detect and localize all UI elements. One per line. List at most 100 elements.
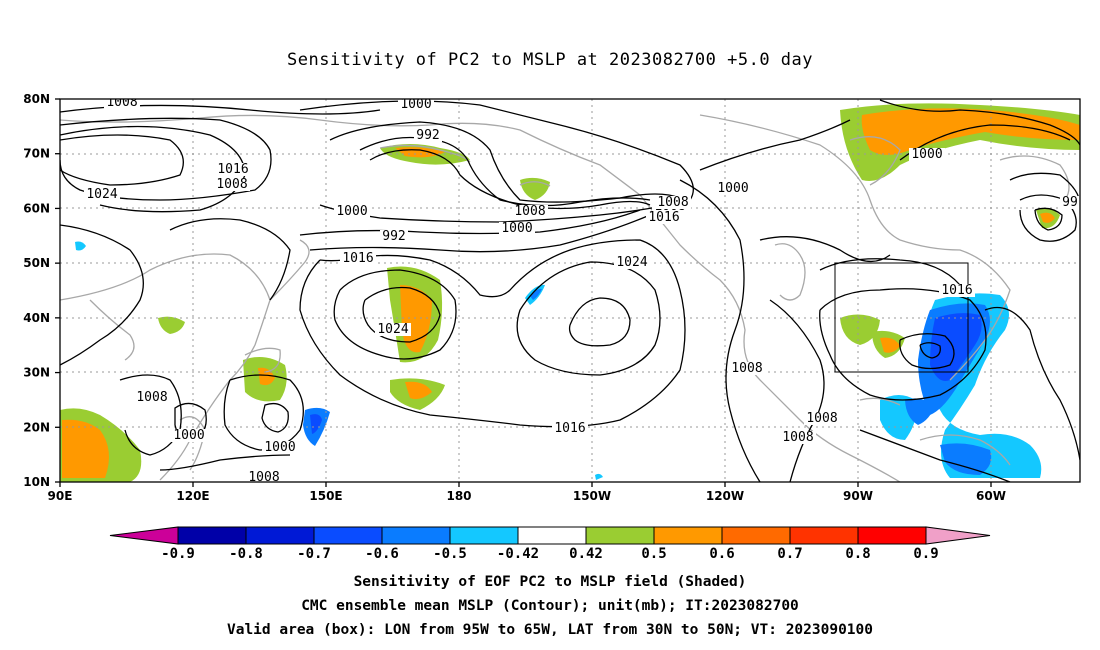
contour-label-bg: [104, 99, 140, 109]
sensitivity-shading: [60, 103, 1080, 482]
contour-label: 1008: [106, 95, 137, 110]
caption-line-1: Sensitivity of EOF PC2 to MSLP field (Sh…: [353, 574, 747, 590]
colorbar-tick-label: 0.5: [641, 546, 666, 562]
contour-label-bg: [262, 441, 298, 454]
contour-label-bg: [909, 148, 945, 161]
colorbar-tick-label: -0.8: [229, 546, 263, 562]
contour-label: 1024: [616, 255, 647, 270]
contour-label-bg: [1060, 196, 1080, 209]
contour-label-bg: [84, 188, 120, 201]
lat-tick-label: 20N: [23, 420, 50, 434]
contour-label-bg: [246, 471, 282, 482]
colorbar-tick-label: 0.7: [777, 546, 802, 562]
colorbar-tick-label: -0.42: [497, 546, 539, 562]
contour-label: 1008: [782, 430, 813, 445]
contour-label: 1000: [911, 147, 942, 162]
lat-tick-label: 60N: [23, 201, 50, 215]
colorbar-bin: [857, 526, 927, 545]
contour-label-bg: [715, 182, 751, 195]
contour-label-bg: [334, 205, 370, 218]
contour-label-bg: [646, 211, 682, 224]
contour-label-bg: [134, 391, 170, 404]
contour-label: 1008: [136, 390, 167, 405]
caption-line-2: CMC ensemble mean MSLP (Contour); unit(m…: [301, 598, 799, 614]
contour-label: 1016: [342, 251, 373, 266]
contour-label: 1000: [501, 221, 532, 236]
colorbar-tick-label: -0.6: [365, 546, 399, 562]
contour-label: 1000: [717, 181, 748, 196]
colorbar-bin: [721, 526, 791, 545]
contour-label: 1016: [941, 283, 972, 298]
colorbar-tick-label: -0.9: [161, 546, 195, 562]
plot-frame: [59, 98, 1081, 483]
lon-tick-label: 150W: [573, 489, 611, 503]
lat-tick-label: 30N: [23, 366, 50, 380]
caption-line-3: Valid area (box): LON from 95W to 65W, L…: [226, 622, 873, 638]
contour-label: 992: [382, 229, 405, 244]
colorbar-bin: [177, 526, 247, 545]
colorbar-bin: [653, 526, 723, 545]
contour-label-bg: [340, 252, 376, 265]
colorbar-bin: [517, 526, 587, 545]
lat-tick-label: 50N: [23, 256, 50, 270]
colorbar-bin: [245, 526, 315, 545]
colorbar-tick-label: 0.8: [845, 546, 870, 562]
chart-title: Sensitivity of PC2 to MSLP at 2023082700…: [286, 50, 813, 70]
lon-tick-label: 60W: [976, 489, 1006, 503]
contour-label-bg: [729, 362, 765, 375]
contour-label: 1008: [514, 204, 545, 219]
colorbar-bin: [449, 526, 519, 545]
colorbar-tick-label: 0.6: [709, 546, 734, 562]
contour-label: 1024: [86, 187, 117, 202]
contour-label-bg: [380, 230, 408, 243]
contour-label: 1008: [657, 195, 688, 210]
contour-label: 1000: [173, 428, 204, 443]
colorbar-high-end: [925, 526, 991, 545]
lat-tick-label: 70N: [23, 147, 50, 161]
lon-tick-label: 120E: [176, 489, 209, 503]
contour-label: 1016: [554, 421, 585, 436]
valid-area-box: [834, 262, 969, 373]
colorbar-tick-label: 0.9: [913, 546, 938, 562]
contour-label-bg: [804, 412, 840, 425]
contour-labels: 1008 1000 992 1016 1024 1008 1000 1008 992 1000 10…: [84, 95, 1080, 485]
contour-label: 1016: [217, 162, 248, 177]
contour-label-bg: [214, 178, 250, 191]
lat-tick-label: 10N: [23, 475, 50, 489]
contour-label: 1000: [336, 204, 367, 219]
contour-label: 1008: [248, 470, 279, 485]
contour-label: 1024: [377, 322, 408, 337]
colorbar-tick-label: -0.7: [297, 546, 331, 562]
contour-label: 992: [416, 128, 439, 143]
contour-label-bg: [614, 256, 650, 269]
lon-tick-label: 180: [446, 489, 471, 503]
contour-label: 1008: [731, 361, 762, 376]
contour-label-bg: [414, 129, 442, 142]
lon-tick-label: 90W: [843, 489, 873, 503]
colorbar-tick-label: -0.5: [433, 546, 467, 562]
colorbar-bin: [313, 526, 383, 545]
contour-label-bg: [375, 323, 411, 336]
colorbar-low-end: [109, 526, 179, 545]
lat-tick-label: 40N: [23, 311, 50, 325]
coastlines: [60, 114, 1070, 482]
colorbar-tick-label: 0.42: [569, 546, 603, 562]
contour-label: 1000: [264, 440, 295, 455]
contour-label-bg: [552, 422, 588, 435]
contour-label-bg: [780, 431, 816, 444]
contour-label-bg: [171, 429, 207, 442]
contour-label-bg: [398, 99, 434, 111]
contour-label-bg: [939, 284, 975, 297]
lon-tick-label: 90E: [48, 489, 73, 503]
contour-label-bg: [499, 222, 535, 235]
contour-label: 1008: [216, 177, 247, 192]
colorbar-bin: [789, 526, 859, 545]
contour-label-bg: [655, 196, 691, 209]
contour-label: 1016: [648, 210, 679, 225]
lat-tick-label: 80N: [23, 92, 50, 106]
contour-label-bg: [512, 205, 548, 218]
contour-label: 1008: [806, 411, 837, 426]
colorbar-bin: [585, 526, 655, 545]
latitude-axis: 80N 70N 60N 50N 40N 30N 20N 10N: [23, 92, 60, 489]
